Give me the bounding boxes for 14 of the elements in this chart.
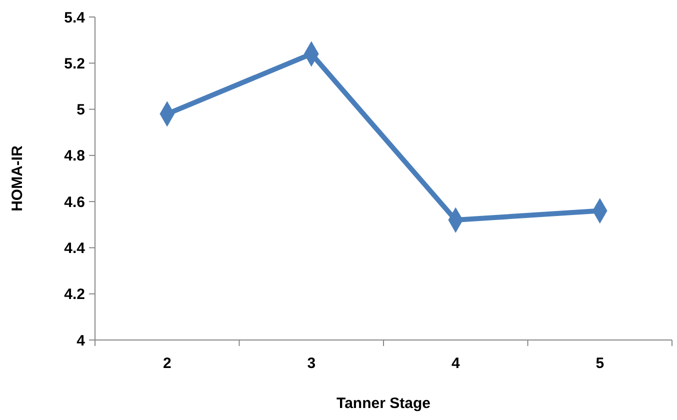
- x-tick-label: 4: [451, 355, 460, 372]
- y-tick-label: 4.8: [64, 148, 85, 165]
- y-tick-label: 4.2: [64, 286, 85, 304]
- y-tick-label: 5.2: [64, 55, 85, 72]
- y-tick-label: 4.4: [64, 240, 86, 257]
- y-tick-label: 5: [76, 102, 85, 119]
- x-tick-label: 3: [307, 355, 316, 372]
- y-tick-label: 5.4: [64, 9, 86, 26]
- x-tick-label: 5: [596, 355, 604, 372]
- x-axis-title: Tanner Stage: [336, 395, 430, 412]
- y-axis-title: HOMA-IR: [9, 145, 26, 212]
- y-tick-label: 4: [76, 332, 86, 350]
- y-tick-label: 4.6: [64, 194, 85, 211]
- x-tick-label: 2: [162, 355, 172, 372]
